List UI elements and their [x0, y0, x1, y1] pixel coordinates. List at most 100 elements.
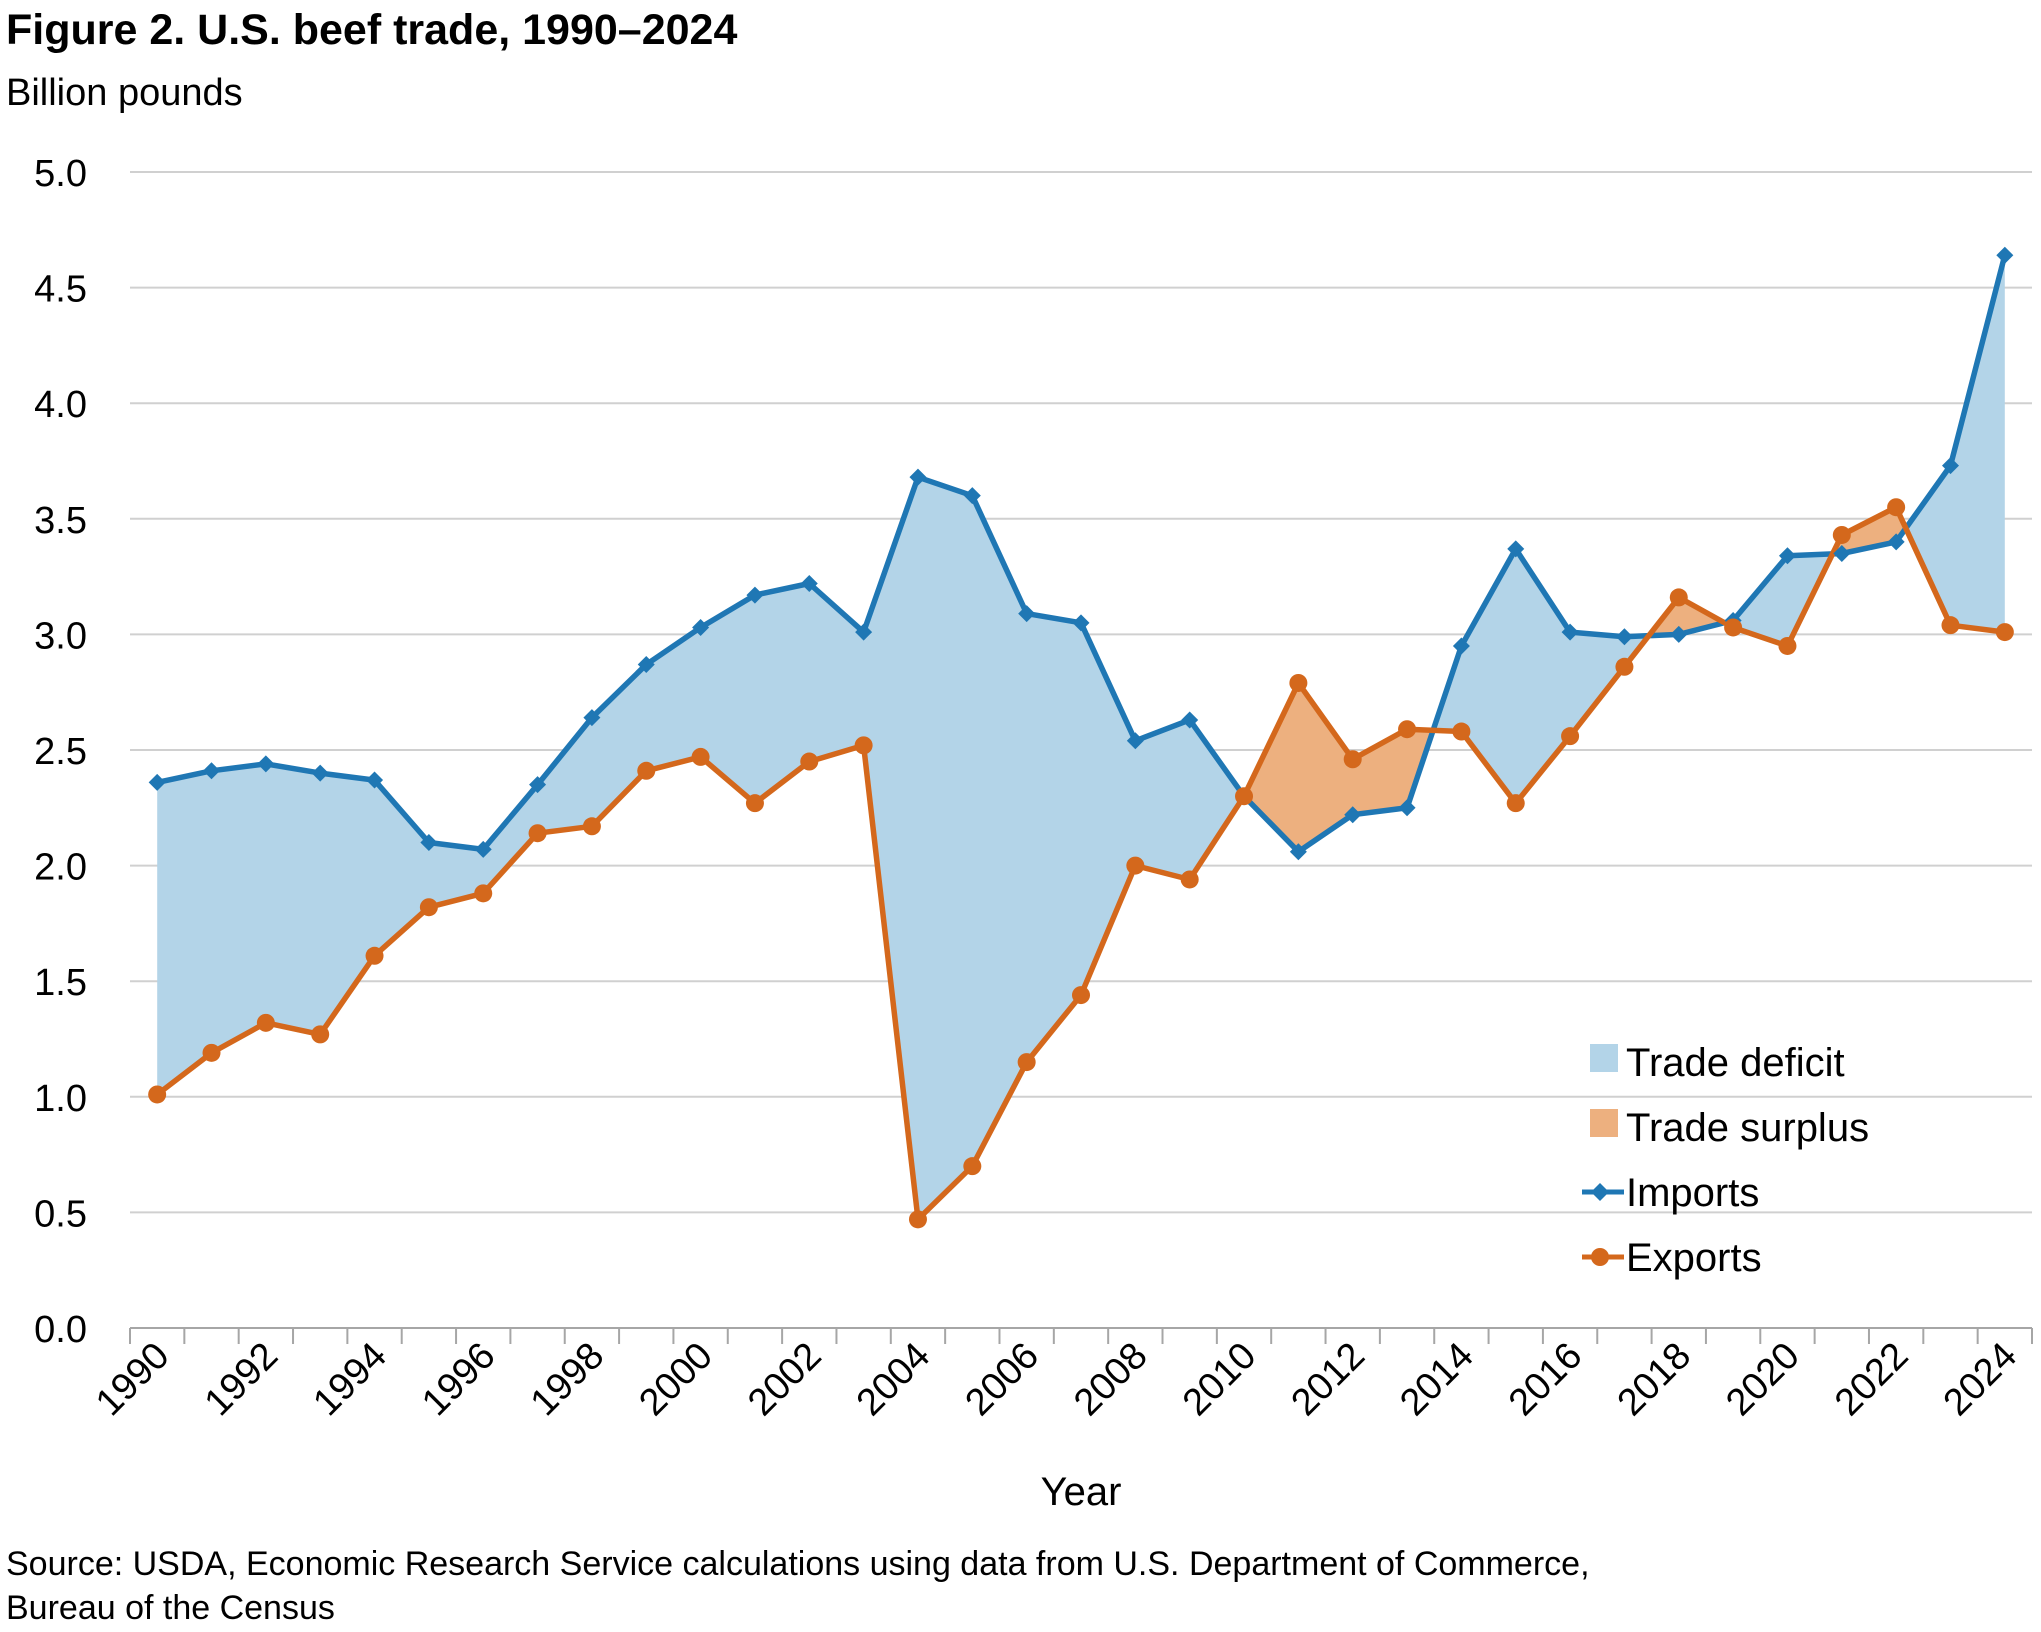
exports-point	[1398, 720, 1417, 739]
imports-point	[1941, 457, 1959, 475]
imports-point	[1398, 799, 1416, 817]
imports-point	[1344, 806, 1362, 824]
imports-point	[1072, 614, 1090, 632]
exports-point	[528, 824, 547, 843]
trade-deficit-area	[157, 477, 1245, 1220]
y-tick-label: 1.5	[34, 962, 87, 1004]
imports-point	[1615, 628, 1633, 646]
imports-point	[1887, 533, 1905, 551]
x-tick-label: 1992	[197, 1335, 286, 1424]
legend-label-surplus: Trade surplus	[1626, 1106, 1869, 1150]
trade-deficit-area	[1433, 548, 1649, 804]
source-line-2: Bureau of the Census	[6, 1589, 335, 1627]
x-tick-label: 2012	[1284, 1335, 1373, 1424]
exports-point	[1343, 750, 1362, 769]
source-line-1: Source: USDA, Economic Research Service …	[6, 1545, 1590, 1583]
y-axis-unit-label: Billion pounds	[6, 72, 243, 114]
legend-swatch-deficit	[1590, 1044, 1618, 1072]
trade-balance-areas	[157, 255, 2005, 1220]
series-markers	[148, 246, 2014, 1229]
x-tick-label: 2020	[1718, 1335, 1807, 1424]
exports-point	[854, 736, 873, 755]
exports-point	[582, 817, 601, 836]
exports-point	[419, 898, 438, 917]
imports-point	[1670, 625, 1688, 643]
exports-point	[963, 1157, 982, 1176]
exports-point	[1941, 616, 1960, 635]
imports-point	[1289, 843, 1307, 861]
y-tick-label: 1.0	[34, 1078, 87, 1120]
y-tick-label: 4.5	[34, 269, 87, 311]
exports-point	[1995, 623, 2014, 642]
y-tick-label: 4.0	[34, 384, 87, 426]
exports-point	[1235, 787, 1254, 806]
exports-point	[691, 747, 710, 766]
y-tick-label: 0.0	[34, 1309, 87, 1351]
imports-point	[1996, 246, 2014, 264]
y-tick-label: 5.0	[34, 153, 87, 195]
legend-marker-exports	[1591, 1248, 1609, 1266]
trade-deficit-area	[1724, 553, 1833, 646]
imports-point	[1507, 540, 1525, 558]
exports-point	[474, 884, 493, 903]
imports-point	[148, 773, 166, 791]
imports-point	[1778, 547, 1796, 565]
exports-point	[256, 1013, 275, 1032]
imports-point	[637, 655, 655, 673]
x-tick-label: 1994	[305, 1335, 394, 1424]
x-tick-label: 2002	[740, 1335, 829, 1424]
exports-point	[1615, 657, 1634, 676]
exports-point	[1506, 794, 1525, 813]
x-tick-label: 1990	[88, 1335, 177, 1424]
exports-point	[637, 761, 656, 780]
legend-label-exports: Exports	[1626, 1236, 1762, 1280]
x-tick-label: 2004	[849, 1335, 938, 1424]
exports-point	[1778, 636, 1797, 655]
x-tick-label: 1996	[414, 1335, 503, 1424]
x-tick-label: 2018	[1610, 1335, 1699, 1424]
imports-point	[1833, 544, 1851, 562]
legend: Trade deficit Trade surplus Imports Exports	[1582, 1041, 1869, 1280]
exports-point	[1561, 727, 1580, 746]
imports-point	[529, 776, 547, 794]
exports-point	[1669, 588, 1688, 607]
exports-point	[202, 1043, 221, 1062]
imports-point	[692, 618, 710, 636]
exports-point	[908, 1210, 927, 1229]
imports-point	[257, 755, 275, 773]
exports-point	[1072, 986, 1090, 1005]
x-tick-label: 2022	[1827, 1335, 1916, 1424]
x-tick-label: 2024	[1936, 1335, 2025, 1424]
exports-point	[1724, 618, 1743, 637]
exports-point	[365, 946, 384, 965]
x-tick-label: 2014	[1392, 1335, 1481, 1424]
exports-point	[800, 752, 819, 771]
imports-point	[1126, 732, 1144, 750]
imports-point	[1181, 711, 1199, 729]
exports-point	[1017, 1053, 1036, 1072]
imports-point	[746, 586, 764, 604]
imports-point	[1018, 605, 1036, 623]
imports-point	[963, 487, 981, 505]
legend-label-deficit: Trade deficit	[1626, 1041, 1845, 1085]
imports-point	[366, 771, 384, 789]
imports-point	[420, 833, 438, 851]
x-tick-label: 2000	[631, 1335, 720, 1424]
trade-deficit-area	[1905, 255, 2005, 633]
exports-point	[1126, 856, 1145, 875]
x-tick-label: 1998	[523, 1335, 612, 1424]
imports-point	[855, 623, 873, 641]
y-tick-label: 3.5	[34, 500, 87, 542]
exports-point	[148, 1085, 167, 1104]
exports-point	[1832, 525, 1851, 544]
imports-point	[800, 575, 818, 593]
exports-point	[1180, 870, 1199, 889]
x-tick-label: 2016	[1501, 1335, 1590, 1424]
exports-point	[1452, 722, 1471, 741]
imports-point	[583, 709, 601, 727]
x-axis-title: Year	[1041, 1470, 1122, 1514]
imports-point	[1561, 623, 1579, 641]
exports-point	[311, 1025, 330, 1044]
chart-title: Figure 2. U.S. beef trade, 1990–2024	[6, 6, 738, 54]
